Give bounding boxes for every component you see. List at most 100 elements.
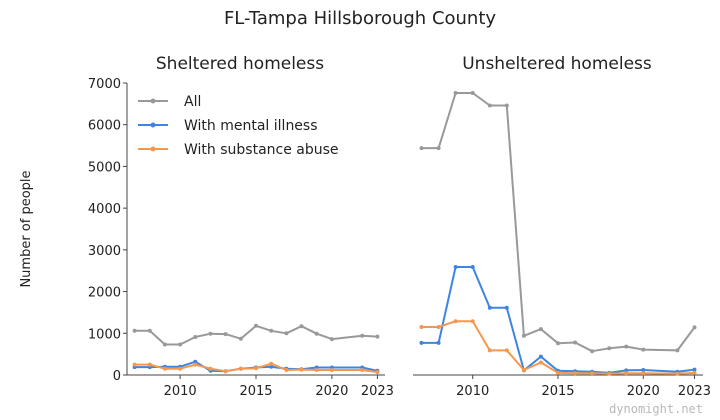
x-tick-label-sheltered-2023: 2023	[361, 384, 394, 399]
data-point-unsheltered-with-mental-illness-2011	[487, 305, 492, 310]
data-point-unsheltered-with-substance-abuse-2022	[675, 371, 680, 376]
data-point-sheltered-all-2011	[193, 335, 198, 339]
data-point-sheltered-with-substance-abuse-2010	[178, 366, 183, 371]
axes-unsheltered: 2010 2015 2020 2023	[413, 374, 711, 399]
data-point-sheltered-all-2020	[329, 337, 334, 342]
legend-marker-with-mental-illness	[150, 122, 156, 128]
data-point-unsheltered-all-2013	[521, 333, 526, 338]
figure-title: FL-Tampa Hillsborough County	[224, 8, 496, 29]
data-point-unsheltered-with-substance-abuse-2007	[419, 325, 424, 329]
data-point-unsheltered-with-substance-abuse-2017	[590, 371, 595, 376]
series-line-unsheltered-with-substance-abuse	[421, 320, 695, 375]
data-point-unsheltered-all-2020	[641, 347, 646, 352]
y-tick-label-sheltered-6000: 6000	[88, 119, 121, 134]
data-point-unsheltered-all-2016	[573, 340, 578, 345]
series-line-sheltered-with-substance-abuse	[134, 362, 378, 374]
data-point-sheltered-with-substance-abuse-2008	[147, 362, 152, 367]
data-point-unsheltered-all-2014	[538, 327, 543, 332]
panel-title-sheltered: Sheltered homeless	[156, 54, 324, 74]
legend-marker-with-substance-abuse	[150, 146, 156, 152]
data-point-sheltered-with-substance-abuse-2014	[238, 366, 243, 371]
data-point-sheltered-with-substance-abuse-2022	[360, 368, 365, 372]
series-line-sheltered-all	[134, 324, 378, 346]
data-point-sheltered-with-substance-abuse-2019	[314, 368, 319, 372]
data-point-sheltered-with-substance-abuse-2017	[284, 368, 289, 372]
data-point-unsheltered-with-substance-abuse-2012	[504, 348, 509, 353]
data-point-unsheltered-with-substance-abuse-2018	[607, 371, 612, 376]
data-point-unsheltered-with-substance-abuse-2011	[487, 348, 492, 353]
data-point-sheltered-all-2018	[299, 324, 304, 329]
watermark: dynomight.net	[609, 402, 703, 416]
y-tick-label-sheltered-7000: 7000	[88, 77, 121, 92]
legend-marker-all	[150, 98, 156, 104]
data-point-unsheltered-with-mental-illness-2020	[641, 368, 646, 372]
data-point-sheltered-all-2008	[147, 328, 152, 333]
y-tick-label-sheltered-2000: 2000	[88, 286, 121, 301]
data-point-unsheltered-with-substance-abuse-2008	[436, 325, 441, 329]
data-point-unsheltered-all-2010	[470, 91, 475, 95]
data-point-unsheltered-all-2007	[419, 146, 424, 151]
y-tick-label-sheltered-4000: 4000	[88, 202, 121, 217]
data-point-sheltered-all-2013	[223, 332, 228, 337]
series-line-unsheltered-all	[421, 92, 696, 353]
data-point-unsheltered-with-mental-illness-2019	[624, 368, 629, 373]
data-point-unsheltered-with-mental-illness-2023	[692, 367, 697, 372]
data-point-unsheltered-all-2023	[692, 325, 697, 330]
data-point-sheltered-with-substance-abuse-2020	[329, 368, 334, 372]
data-point-sheltered-all-2007	[132, 328, 137, 333]
data-point-unsheltered-all-2012	[504, 103, 509, 108]
data-point-sheltered-with-mental-illness-2016	[269, 364, 274, 369]
data-point-sheltered-with-substance-abuse-2011	[193, 362, 198, 367]
data-point-sheltered-with-substance-abuse-2009	[162, 366, 167, 371]
panel-unsheltered: Unsheltered homeless 2010 2015 2020 2023	[413, 54, 711, 399]
data-point-unsheltered-with-mental-illness-2009	[453, 265, 458, 269]
data-point-sheltered-all-2023	[375, 334, 380, 339]
data-point-sheltered-with-substance-abuse-2023	[375, 370, 380, 375]
data-point-sheltered-all-2014	[238, 336, 243, 341]
data-point-sheltered-with-substance-abuse-2013	[223, 369, 228, 374]
data-point-unsheltered-with-substance-abuse-2019	[624, 371, 629, 376]
x-tick-label-unsheltered-2020: 2020	[627, 384, 660, 399]
data-point-unsheltered-with-mental-illness-2010	[470, 265, 475, 269]
y-tick-label-sheltered-1000: 1000	[88, 327, 121, 342]
data-point-unsheltered-all-2015	[556, 341, 560, 346]
data-point-unsheltered-with-substance-abuse-2023	[692, 370, 697, 375]
data-point-unsheltered-with-mental-illness-2014	[538, 354, 543, 359]
x-tick-label-unsheltered-2015: 2015	[541, 384, 574, 399]
x-tick-label-sheltered-2015: 2015	[239, 384, 272, 399]
y-tick-label-sheltered-0: 0	[113, 369, 121, 384]
data-point-unsheltered-with-substance-abuse-2014	[538, 360, 543, 365]
data-point-unsheltered-with-mental-illness-2012	[504, 305, 509, 310]
data-point-unsheltered-all-2019	[624, 344, 629, 349]
x-tick-label-unsheltered-2023: 2023	[678, 384, 711, 399]
panel-sheltered: Sheltered homeless Number of people 2010…	[19, 54, 394, 399]
data-point-sheltered-all-2009	[162, 342, 167, 347]
data-point-unsheltered-with-mental-illness-2007	[419, 340, 424, 345]
legend: All With mental illness With substance abu…	[138, 94, 339, 158]
data-point-unsheltered-with-substance-abuse-2016	[573, 371, 578, 376]
axes-sheltered: 2010 2015 2020 2023 0 1000 2000 3000 4000 5000 600…	[88, 77, 394, 399]
y-tick-label-sheltered-3000: 3000	[88, 244, 121, 259]
data-point-sheltered-with-substance-abuse-2018	[299, 367, 304, 372]
data-point-unsheltered-with-mental-illness-2008	[436, 340, 441, 345]
data-point-sheltered-with-substance-abuse-2007	[132, 362, 137, 367]
data-point-unsheltered-with-substance-abuse-2009	[453, 319, 458, 324]
y-axis-label: Number of people	[19, 170, 34, 287]
series-line-unsheltered-with-mental-illness	[421, 266, 695, 374]
data-point-sheltered-all-2015	[254, 323, 258, 328]
data-point-sheltered-all-2022	[360, 333, 365, 338]
data-point-unsheltered-all-2008	[436, 146, 441, 151]
data-point-sheltered-with-substance-abuse-2016	[269, 361, 274, 366]
data-point-unsheltered-all-2009	[453, 91, 458, 95]
data-point-sheltered-with-mental-illness-2011	[193, 359, 198, 364]
data-point-sheltered-all-2010	[178, 342, 183, 347]
legend-label-all: All	[184, 94, 201, 110]
data-point-unsheltered-all-2011	[487, 103, 492, 108]
series-group-sheltered	[132, 323, 380, 375]
data-point-sheltered-all-2019	[314, 331, 319, 336]
legend-label-with-mental-illness: With mental illness	[184, 118, 318, 134]
data-point-unsheltered-with-substance-abuse-2010	[470, 319, 475, 324]
panel-title-unsheltered: Unsheltered homeless	[462, 54, 652, 74]
